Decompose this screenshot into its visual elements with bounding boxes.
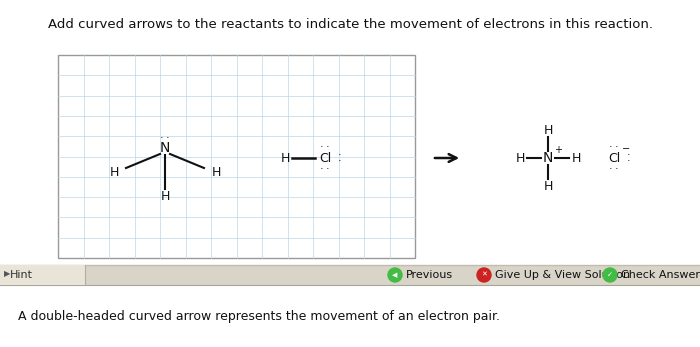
Text: ✕: ✕ bbox=[481, 272, 487, 278]
Text: Cl: Cl bbox=[319, 152, 331, 164]
Text: N: N bbox=[542, 151, 553, 165]
Text: Cl: Cl bbox=[608, 152, 620, 164]
Text: ✓: ✓ bbox=[607, 272, 613, 278]
Text: +: + bbox=[554, 145, 562, 155]
Text: H: H bbox=[543, 179, 553, 193]
Text: H: H bbox=[211, 166, 220, 178]
Bar bbox=[0, 265, 700, 285]
Text: ·: · bbox=[326, 142, 330, 152]
Text: Hint: Hint bbox=[10, 270, 33, 280]
Text: H: H bbox=[280, 152, 290, 164]
Circle shape bbox=[477, 268, 491, 282]
Circle shape bbox=[388, 268, 402, 282]
Text: H: H bbox=[515, 152, 525, 164]
Text: ·: · bbox=[609, 164, 612, 174]
Text: H: H bbox=[109, 166, 119, 178]
Text: N: N bbox=[160, 141, 170, 155]
Text: ◀: ◀ bbox=[392, 272, 398, 278]
Text: ·: · bbox=[320, 142, 324, 152]
Text: Previous: Previous bbox=[406, 270, 453, 280]
Text: H: H bbox=[160, 189, 169, 203]
Text: H: H bbox=[543, 124, 553, 136]
Text: ·: · bbox=[166, 133, 170, 143]
Text: ·: · bbox=[615, 142, 619, 152]
Text: Give Up & View Solution: Give Up & View Solution bbox=[495, 270, 630, 280]
Bar bbox=[0, 265, 85, 285]
Text: −: − bbox=[622, 144, 630, 154]
Text: ·: · bbox=[160, 133, 164, 143]
Text: Add curved arrows to the reactants to indicate the movement of electrons in this: Add curved arrows to the reactants to in… bbox=[48, 18, 652, 31]
Bar bbox=[58, 55, 415, 258]
Text: ·: · bbox=[615, 164, 619, 174]
Text: H: H bbox=[571, 152, 581, 164]
Circle shape bbox=[603, 268, 617, 282]
Text: ·: · bbox=[609, 142, 612, 152]
Text: ·: · bbox=[627, 150, 631, 160]
Text: A double-headed curved arrow represents the movement of an electron pair.: A double-headed curved arrow represents … bbox=[18, 310, 500, 323]
Text: ·: · bbox=[320, 164, 324, 174]
Text: ▶: ▶ bbox=[4, 270, 10, 279]
Text: ·: · bbox=[326, 164, 330, 174]
Text: ·: · bbox=[627, 156, 631, 166]
Text: Check Answer: Check Answer bbox=[621, 270, 700, 280]
Text: ·: · bbox=[338, 156, 342, 166]
Text: ·: · bbox=[338, 150, 342, 160]
